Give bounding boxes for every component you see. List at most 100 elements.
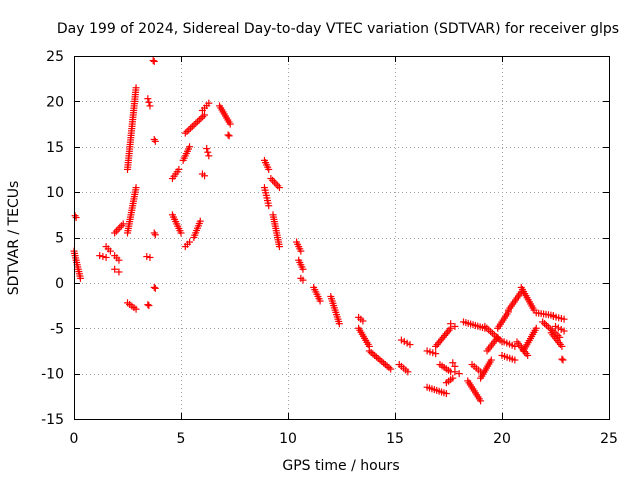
data-point bbox=[96, 252, 104, 260]
data-point bbox=[111, 265, 119, 273]
data-point bbox=[114, 225, 122, 233]
data-point bbox=[195, 116, 203, 124]
y-tick-label: 0 bbox=[55, 276, 64, 292]
data-point bbox=[190, 121, 198, 129]
data-point bbox=[149, 57, 157, 65]
data-point bbox=[477, 397, 485, 405]
data-point bbox=[181, 129, 189, 137]
data-point bbox=[442, 390, 450, 398]
data-point bbox=[72, 214, 80, 222]
data-point bbox=[201, 172, 209, 180]
data-point bbox=[387, 365, 395, 373]
chart-title: Day 199 of 2024, Sidereal Day-to-day VTE… bbox=[57, 21, 619, 37]
data-point bbox=[132, 184, 140, 192]
data-point bbox=[449, 374, 457, 382]
data-point bbox=[183, 127, 191, 135]
data-point bbox=[187, 124, 195, 132]
data-point bbox=[197, 114, 205, 122]
data-point bbox=[449, 359, 457, 367]
x-tick-label: 20 bbox=[493, 431, 511, 447]
data-point bbox=[143, 253, 151, 261]
data-point bbox=[151, 231, 159, 239]
data-point bbox=[132, 84, 140, 92]
data-point bbox=[265, 165, 273, 173]
data-point bbox=[119, 220, 127, 228]
data-point bbox=[205, 152, 213, 160]
x-tick-label: 25 bbox=[600, 431, 618, 447]
data-point bbox=[275, 243, 283, 251]
data-point bbox=[225, 132, 233, 140]
x-tick-label: 0 bbox=[70, 431, 79, 447]
y-tick-label: 15 bbox=[46, 140, 64, 156]
y-tick-label: 10 bbox=[46, 185, 64, 201]
data-point bbox=[196, 217, 204, 225]
y-tick-label: 25 bbox=[46, 49, 64, 65]
axis-ticks bbox=[74, 56, 610, 420]
data-point bbox=[335, 320, 343, 328]
data-point bbox=[406, 341, 414, 349]
data-point bbox=[151, 284, 159, 292]
y-axis-label: SDTVAR / TECUs bbox=[6, 181, 22, 296]
data-point bbox=[99, 253, 107, 261]
data-point bbox=[299, 265, 307, 273]
data-point bbox=[316, 297, 324, 305]
data-point bbox=[226, 120, 234, 128]
y-tick-label: -15 bbox=[41, 412, 64, 428]
x-axis-label: GPS time / hours bbox=[282, 458, 399, 474]
y-tick-label: -5 bbox=[50, 321, 64, 337]
data-point bbox=[404, 368, 412, 376]
x-tick-labels: 0 5 10 15 20 25 bbox=[70, 431, 618, 447]
data-point bbox=[145, 98, 153, 106]
data-point bbox=[145, 302, 153, 310]
data-point bbox=[71, 212, 79, 220]
x-tick-label: 5 bbox=[177, 431, 186, 447]
data-point bbox=[224, 131, 232, 139]
y-tick-label: 20 bbox=[46, 94, 64, 110]
data-point bbox=[150, 283, 158, 291]
data-point bbox=[132, 305, 140, 313]
data-point bbox=[146, 102, 154, 110]
data-point bbox=[106, 247, 114, 255]
data-point bbox=[188, 123, 196, 131]
data-point bbox=[150, 229, 158, 237]
data-point bbox=[204, 148, 212, 156]
data-point bbox=[432, 350, 440, 358]
data-point bbox=[559, 356, 567, 364]
data-point bbox=[194, 118, 202, 126]
data-point bbox=[299, 276, 307, 284]
data-point bbox=[144, 301, 152, 309]
data-point bbox=[558, 342, 566, 350]
plot-frame bbox=[74, 56, 610, 420]
data-point bbox=[269, 176, 277, 184]
data-point bbox=[192, 119, 200, 127]
data-point bbox=[144, 95, 152, 103]
data-point bbox=[447, 320, 455, 328]
data-point bbox=[203, 145, 211, 153]
data-point bbox=[359, 317, 367, 325]
data-point bbox=[494, 333, 502, 341]
data-point bbox=[186, 238, 194, 246]
data-point bbox=[112, 227, 120, 235]
data-point bbox=[116, 224, 124, 232]
data-point bbox=[115, 268, 123, 276]
data-point bbox=[267, 175, 275, 183]
data-point bbox=[76, 274, 84, 282]
data-points bbox=[70, 57, 568, 405]
data-point bbox=[265, 202, 273, 210]
data-point bbox=[524, 351, 532, 359]
data-point bbox=[560, 327, 568, 335]
data-point bbox=[274, 182, 282, 190]
data-point bbox=[275, 184, 283, 192]
data-point bbox=[146, 253, 154, 261]
data-point bbox=[115, 256, 123, 264]
x-tick-label: 15 bbox=[386, 431, 404, 447]
data-point bbox=[118, 222, 126, 230]
data-point bbox=[201, 111, 209, 119]
data-point bbox=[102, 253, 110, 261]
data-point bbox=[111, 229, 119, 237]
data-point bbox=[151, 137, 159, 145]
data-point bbox=[177, 229, 185, 237]
y-tick-label: 5 bbox=[55, 231, 64, 247]
